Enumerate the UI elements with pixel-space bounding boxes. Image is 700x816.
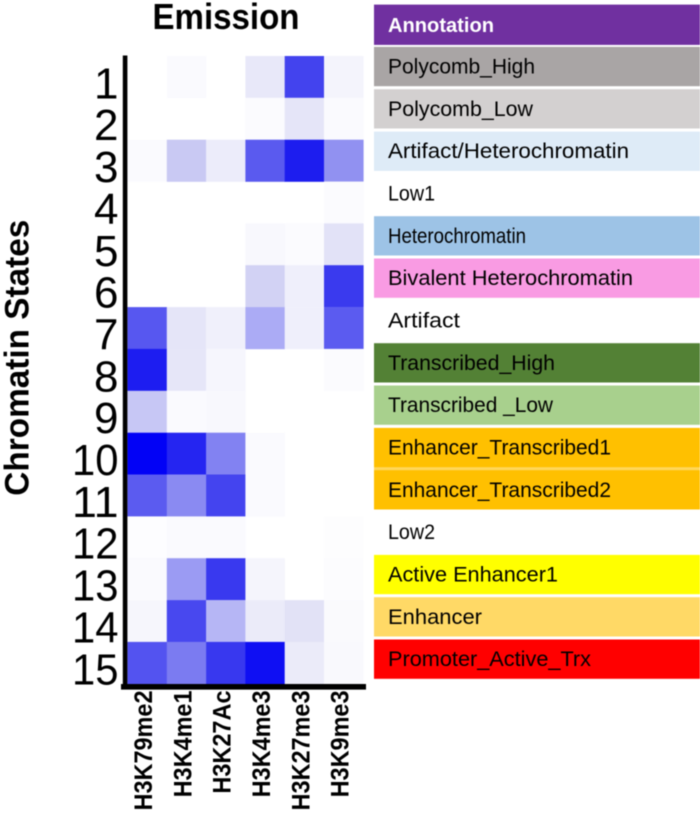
svg-text:H3K4me1: H3K4me1 (170, 690, 198, 797)
svg-text:15: 15 (72, 645, 119, 694)
svg-text:Promoter_Active_Trx: Promoter_Active_Trx (388, 648, 592, 671)
svg-text:Chromatin States: Chromatin States (0, 220, 37, 496)
svg-text:Emission: Emission (153, 0, 300, 37)
svg-text:Enhancer: Enhancer (388, 606, 482, 629)
svg-text:Bivalent Heterochromatin: Bivalent Heterochromatin (388, 267, 633, 290)
svg-text:Heterochromatin: Heterochromatin (388, 225, 526, 248)
svg-text:14: 14 (72, 603, 119, 652)
svg-text:7: 7 (94, 310, 118, 359)
svg-text:3: 3 (94, 143, 118, 192)
svg-text:9: 9 (94, 394, 118, 443)
svg-text:H3K4me3: H3K4me3 (248, 691, 276, 798)
svg-text:Transcribed_High: Transcribed_High (388, 352, 555, 375)
svg-text:Low1: Low1 (388, 183, 435, 206)
svg-text:H3K9me3: H3K9me3 (327, 691, 355, 798)
svg-text:5: 5 (94, 227, 118, 276)
svg-text:6: 6 (94, 269, 118, 318)
svg-text:Polycomb_Low: Polycomb_Low (388, 98, 534, 121)
svg-text:Artifact/Heterochromatin: Artifact/Heterochromatin (388, 140, 629, 163)
svg-text:1: 1 (94, 59, 118, 108)
svg-text:12: 12 (72, 520, 119, 569)
svg-text:Enhancer_Transcribed1: Enhancer_Transcribed1 (388, 437, 611, 460)
svg-text:Enhancer_Transcribed2: Enhancer_Transcribed2 (388, 479, 611, 502)
svg-text:2: 2 (94, 101, 118, 150)
svg-text:Transcribed _Low: Transcribed _Low (388, 394, 554, 417)
svg-text:Artifact: Artifact (388, 310, 460, 333)
svg-text:10: 10 (72, 436, 119, 485)
svg-text:Active Enhancer1: Active Enhancer1 (388, 564, 558, 587)
svg-text:13: 13 (72, 562, 119, 611)
svg-text:Low2: Low2 (388, 521, 435, 544)
svg-text:11: 11 (72, 478, 119, 527)
svg-text:8: 8 (94, 352, 118, 401)
svg-text:Polycomb_High: Polycomb_High (388, 56, 535, 79)
svg-text:H3K27Ac: H3K27Ac (209, 690, 237, 793)
svg-text:H3K27me3: H3K27me3 (287, 691, 315, 811)
svg-text:4: 4 (94, 185, 118, 234)
svg-text:Annotation: Annotation (388, 15, 494, 37)
svg-text:H3K79me2: H3K79me2 (130, 691, 158, 811)
